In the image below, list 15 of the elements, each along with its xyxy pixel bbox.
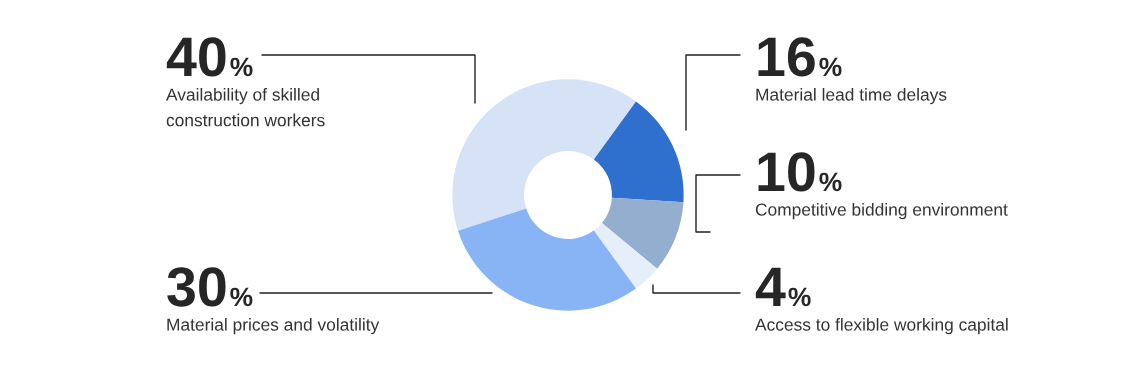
slice-label: Competitive bidding environment (755, 203, 1008, 220)
slice-label: Access to flexible working capital (755, 318, 1008, 335)
slice-label: Material lead time delays (756, 88, 947, 105)
data-label: 4% (755, 267, 811, 307)
donut-slice (601, 197, 684, 269)
donut-slice (593, 101, 684, 203)
slice-label: Availability of skilled construction workers (166, 88, 325, 127)
donut-slice (452, 79, 636, 231)
donut-slice (457, 208, 636, 311)
data-label: 10% (758, 152, 842, 192)
donut-slice (593, 223, 658, 289)
data-label: 30% (167, 267, 253, 307)
slice-label: Material prices and volatility (167, 318, 380, 335)
data-label: 16% (758, 37, 842, 77)
data-label: 40% (166, 37, 253, 77)
